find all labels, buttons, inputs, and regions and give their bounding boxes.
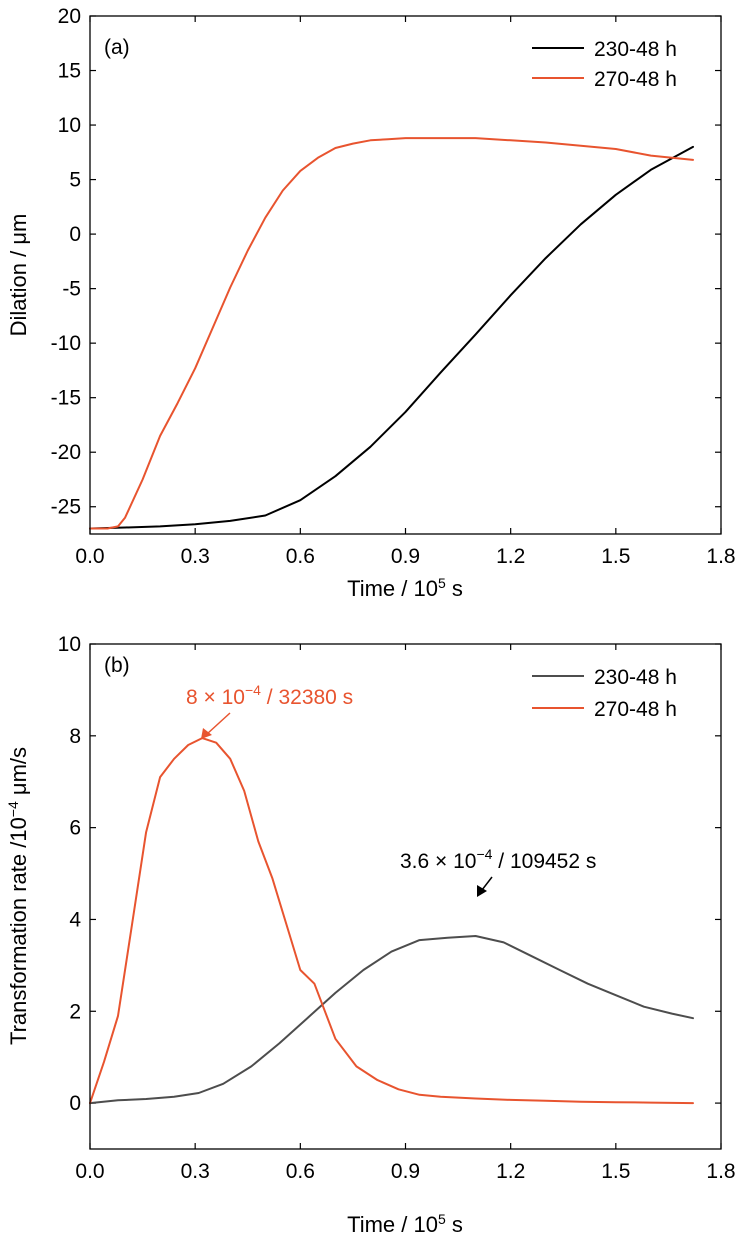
panel-b-y-tick-label: 8 — [69, 725, 81, 748]
panel-a-x-tick-label: 0.0 — [75, 545, 104, 568]
panel-b-annotation-peak-270: 8 × 10−4 / 32380 s — [186, 682, 353, 739]
panel-b-x-tick-label: 1.8 — [706, 1160, 735, 1183]
panel-b-y-axis-title: Transformation rate /10−4 μm/s — [5, 747, 31, 1045]
panel-b-x-tick-label: 0.6 — [286, 1160, 315, 1183]
panel-b-annotation-text-230: 3.6 × 10−4 / 109452 s — [400, 846, 596, 873]
panel-b-transformation-rate-chart: (b) 10 8 6 4 2 0 0.0 0.3 0.6 0.9 1.2 1.5 1.8 230-48… — [5, 633, 736, 1237]
panel-b-legend-label-270: 270-48 h — [594, 698, 677, 721]
panel-b-x-tick-label: 0.3 — [181, 1160, 210, 1183]
panel-a-x-tick-label: 0.3 — [181, 545, 210, 568]
panel-b-y-tick-label: 4 — [69, 908, 81, 931]
panel-b-series-line-270-48h — [89, 737, 694, 1105]
panel-b-label: (b) — [104, 654, 130, 677]
panel-a-series-group — [89, 137, 694, 530]
panel-b-y-tick-label: 2 — [69, 1000, 81, 1023]
panel-a-y-tick-label: 15 — [58, 60, 81, 83]
panel-a-y-tick-label: -10 — [51, 332, 81, 355]
panel-b-legend: 230-48 h 270-48 h — [532, 666, 677, 721]
panel-b-y-tick-label: 10 — [58, 633, 81, 656]
panel-a-x-tick-label: 1.8 — [706, 545, 735, 568]
panel-b-y-axis: 10 8 6 4 2 0 — [58, 633, 721, 1115]
panel-a-x-tick-label: 0.6 — [286, 545, 315, 568]
panel-b-x-axis: 0.0 0.3 0.6 0.9 1.2 1.5 1.8 — [75, 644, 736, 1183]
panel-b-x-tick-label: 1.5 — [601, 1160, 630, 1183]
panel-b-annotation-arrow-270 — [206, 712, 231, 735]
panel-a-y-tick-label: -20 — [51, 441, 81, 464]
panel-a-y-tick-label: -15 — [51, 387, 81, 410]
panel-b-x-tick-label: 0.9 — [391, 1160, 420, 1183]
panel-b-annotation-arrowhead-230 — [477, 885, 487, 897]
panel-a-x-tick-label: 1.5 — [601, 545, 630, 568]
panel-a-label: (a) — [104, 36, 130, 59]
panel-a-legend: 230-48 h 270-48 h — [532, 38, 677, 91]
panel-b-annotation-arrow-230 — [481, 876, 493, 891]
panel-b-y-tick-label: 6 — [69, 817, 81, 840]
panel-a-y-axis: 20 15 10 5 0 -5 -10 -15 -20 -25 — [51, 5, 721, 519]
panel-b-plot-frame — [89, 643, 722, 1150]
panel-a-x-tick-label: 1.2 — [496, 545, 525, 568]
panel-b-annotation-arrowhead-270 — [201, 728, 212, 739]
panel-a-series-line-270-48h — [89, 137, 694, 530]
panel-a-x-axis-title: Time / 105 s — [347, 575, 463, 601]
panel-b-x-tick-label: 1.2 — [496, 1160, 525, 1183]
panel-a-y-tick-label: 20 — [58, 5, 81, 28]
panel-b-y-tick-label: 0 — [69, 1092, 81, 1115]
panel-a-x-axis: 0.0 0.3 0.6 0.9 1.2 1.5 1.8 — [75, 16, 736, 568]
panel-b-legend-label-230: 230-48 h — [594, 666, 677, 689]
panel-b-series-line-230-48h — [89, 935, 694, 1105]
panel-a-y-tick-label: 5 — [69, 169, 81, 192]
panel-a-legend-label-230: 230-48 h — [594, 38, 677, 61]
panel-a-dilation-chart: (a) 20 15 10 5 0 -5 -10 -15 -20 -25 0.0 0.3 0.6 0.9 1… — [6, 5, 736, 601]
panel-b-series-group — [89, 737, 694, 1105]
panel-a-y-tick-label: -25 — [51, 496, 81, 519]
panel-a-plot-frame — [89, 15, 722, 535]
panel-b-x-tick-label: 0.0 — [75, 1160, 104, 1183]
panel-b-x-axis-title: Time / 105 s — [347, 1211, 463, 1237]
panel-a-x-tick-label: 0.9 — [391, 545, 420, 568]
panel-a-y-axis-title: Dilation / μm — [6, 214, 31, 337]
panel-b-annotation-peak-230: 3.6 × 10−4 / 109452 s — [400, 846, 596, 897]
panel-a-series-line-230-48h — [89, 145, 694, 530]
panel-a-y-tick-label: 0 — [69, 223, 81, 246]
panel-b-annotation-text-270: 8 × 10−4 / 32380 s — [186, 682, 353, 709]
panel-a-y-tick-label: 10 — [58, 114, 81, 137]
panel-a-y-tick-label: -5 — [62, 278, 81, 301]
panel-a-legend-label-270: 270-48 h — [594, 68, 677, 91]
